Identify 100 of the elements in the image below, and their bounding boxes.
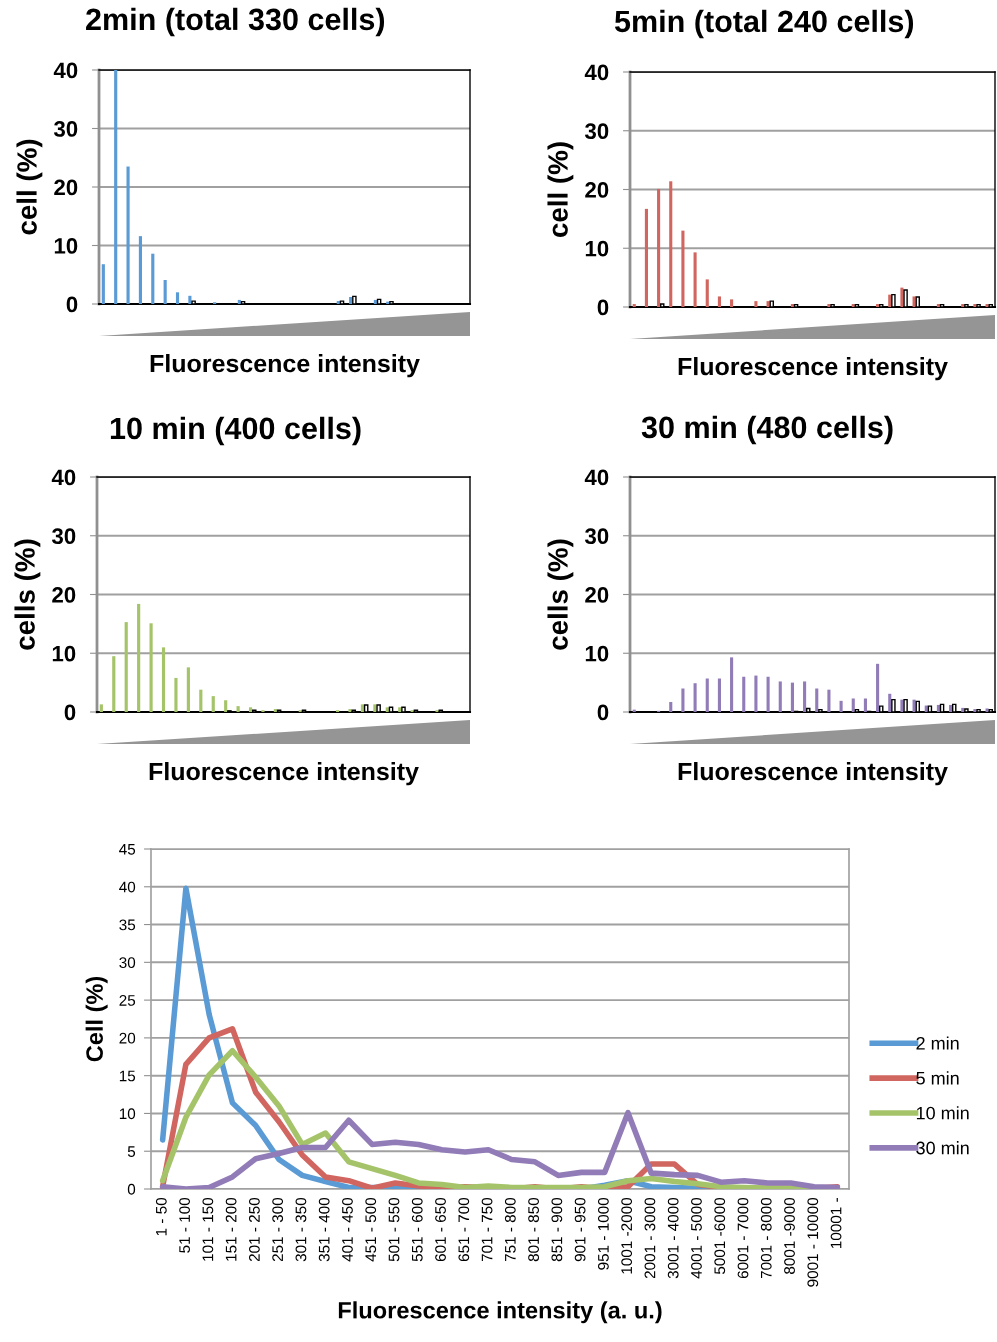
bar	[137, 603, 141, 712]
bar	[632, 304, 636, 307]
bar	[348, 709, 352, 712]
y-tick-label: 40	[119, 881, 136, 893]
y-tick-label: 40	[53, 62, 78, 79]
bar	[101, 264, 105, 304]
bar	[717, 678, 721, 712]
y-tick-label: 35	[119, 919, 136, 931]
bar	[778, 681, 782, 712]
y-axis-title: cell (%)	[547, 142, 574, 238]
bar	[705, 279, 709, 307]
chart-title: 5min (total 240 cells)	[614, 9, 914, 39]
bar	[657, 188, 661, 307]
bar	[705, 678, 709, 712]
x-tick-label: 51 - 100	[179, 1197, 190, 1253]
bar	[827, 689, 831, 712]
x-tick-label: 8001 -9000	[784, 1197, 795, 1274]
bar	[924, 705, 928, 712]
chart-title: 2min (total 330 cells)	[86, 7, 385, 37]
y-tick-label: 20	[52, 587, 76, 603]
y-axis-title: cell (%)	[16, 139, 43, 235]
bar	[973, 709, 977, 712]
bar	[669, 702, 673, 712]
y-tick-label: 0	[127, 1183, 136, 1195]
x-axis-title: Fluorescence intensity	[678, 762, 948, 786]
bar	[900, 699, 904, 712]
bar	[237, 299, 241, 304]
legend-label: 2 min	[916, 1036, 959, 1050]
chart-title: 10 min (400 cells)	[110, 416, 361, 446]
bar	[248, 707, 253, 712]
bar	[681, 688, 685, 712]
x-axis-title: Fluorescence intensity (a. u.)	[338, 1301, 662, 1324]
y-tick-label: 45	[119, 844, 136, 855]
y-tick-label: 15	[119, 1070, 136, 1082]
x-tick-label: 7001 - 8000	[760, 1197, 772, 1279]
bar	[211, 696, 215, 712]
bar	[961, 707, 965, 712]
bar	[112, 656, 116, 712]
bar	[949, 704, 953, 712]
y-axis-title: cells (%)	[14, 539, 41, 650]
x-tick-label: 1 - 50	[155, 1197, 167, 1236]
x-tick-label: 201 - 250	[248, 1197, 260, 1262]
y-tick-label: 20	[54, 179, 78, 196]
x-tick-label: 951 - 1000	[597, 1197, 609, 1270]
x-axis-title: Fluorescence intensity	[150, 354, 420, 378]
bar	[730, 657, 734, 712]
bar	[138, 236, 143, 304]
x-tick-label: 6001 - 7000	[737, 1197, 749, 1279]
bar	[188, 295, 192, 304]
bar	[644, 208, 648, 307]
bar	[888, 693, 892, 712]
y-tick-label: 0	[66, 296, 78, 313]
y-tick-label: 10	[52, 645, 76, 662]
bar	[174, 677, 178, 712]
bar	[124, 622, 128, 712]
x-tick-label: 751 - 800	[504, 1197, 516, 1262]
bar	[863, 698, 867, 712]
bar	[151, 253, 155, 304]
bar	[161, 647, 166, 712]
bar	[876, 304, 880, 307]
bar	[839, 700, 843, 712]
y-tick-label: 0	[597, 704, 609, 721]
bar	[163, 280, 167, 304]
x-tick-label: 301 - 350	[295, 1197, 307, 1262]
x-tick-label: 251 - 300	[272, 1197, 284, 1262]
bar	[669, 181, 673, 307]
bar	[754, 675, 758, 712]
bar	[126, 166, 130, 304]
x-tick-label: 501 - 550	[388, 1197, 400, 1262]
bar	[936, 304, 940, 307]
bar	[766, 676, 770, 712]
x-tick-label: 701 - 750	[481, 1197, 493, 1262]
bar	[360, 704, 365, 712]
x-tick-label: 851 - 900	[551, 1197, 563, 1262]
y-tick-label: 20	[119, 1032, 136, 1044]
bar	[973, 304, 977, 307]
y-tick-label: 20	[585, 587, 609, 603]
y-tick-label: 40	[51, 469, 76, 486]
x-tick-label: 801 - 850	[528, 1197, 539, 1262]
y-tick-label: 30	[119, 957, 136, 969]
bar	[349, 296, 353, 304]
y-tick-label: 10	[585, 240, 609, 257]
bar	[273, 709, 277, 712]
bar	[815, 688, 819, 712]
legend-label: 30 min	[916, 1141, 969, 1155]
x-tick-label: 151 - 200	[225, 1197, 237, 1261]
bar	[754, 301, 758, 307]
x-tick-label: 651 - 700	[458, 1197, 470, 1262]
bar	[790, 682, 794, 712]
bar	[336, 301, 340, 304]
y-tick-label: 5	[127, 1146, 136, 1157]
x-tick-label: 9001 - 10000	[807, 1197, 819, 1287]
bar	[199, 689, 203, 712]
x-tick-label: 451 - 500	[365, 1197, 377, 1262]
x-axis-title: Fluorescence intensity	[149, 762, 419, 786]
y-tick-label: 30	[53, 121, 78, 137]
x-tick-label: 4001 - 5000	[691, 1197, 702, 1279]
y-tick-label: 30	[584, 123, 609, 140]
bar	[961, 304, 965, 307]
x-tick-label: 551 - 600	[411, 1197, 423, 1262]
